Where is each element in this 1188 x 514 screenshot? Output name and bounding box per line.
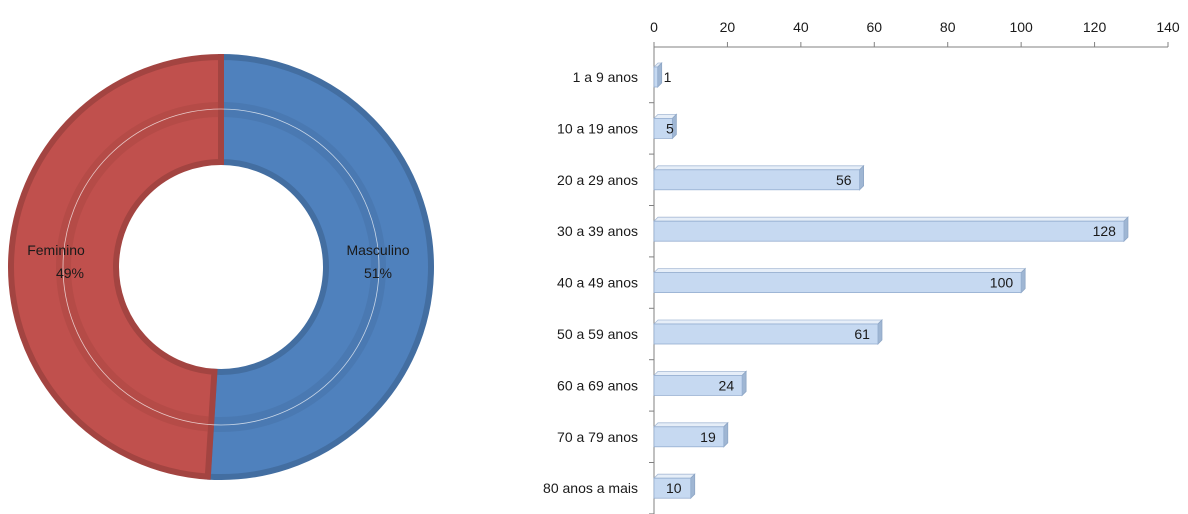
donut-slice-feminino xyxy=(8,53,224,480)
donut-chart: Feminino 49% Masculino 51% xyxy=(8,53,434,480)
bar-value-label: 128 xyxy=(1093,223,1117,239)
donut-percent-masculino: 51% xyxy=(364,265,392,281)
bar xyxy=(653,220,1125,242)
bar xyxy=(653,169,861,191)
category-label: 30 a 39 anos xyxy=(557,223,638,239)
bar-top-face xyxy=(653,165,865,171)
bar-side-face xyxy=(657,62,663,88)
x-tick-label: 140 xyxy=(1156,19,1180,35)
bar xyxy=(653,118,673,139)
category-label: 60 a 69 anos xyxy=(557,377,638,393)
bar-value-label: 5 xyxy=(666,120,674,136)
bar xyxy=(653,323,879,345)
bar-value-label: 10 xyxy=(666,480,682,496)
bar-side-face xyxy=(1020,267,1026,294)
bar-top-face xyxy=(653,268,1027,274)
bar-top-face xyxy=(653,319,883,325)
donut-label-feminino: Feminino xyxy=(27,242,85,258)
x-tick-label: 100 xyxy=(1009,19,1033,35)
category-label: 10 a 19 anos xyxy=(557,120,638,136)
bar-value-label: 1 xyxy=(664,69,672,85)
bar-top-face xyxy=(653,370,748,376)
bar-value-label: 19 xyxy=(700,429,716,445)
bar-value-label: 100 xyxy=(990,275,1014,291)
bar-value-label: 61 xyxy=(854,326,870,342)
donut-slice-masculino xyxy=(204,53,434,480)
x-tick-label: 40 xyxy=(793,19,809,35)
x-tick-label: 120 xyxy=(1083,19,1107,35)
bar xyxy=(653,272,1022,294)
bar xyxy=(653,477,692,499)
x-tick-label: 20 xyxy=(720,19,736,35)
donut-ring-line xyxy=(62,108,380,426)
bar-side-face xyxy=(1123,216,1129,243)
category-label: 20 a 29 anos xyxy=(557,172,638,188)
x-tick-label: 0 xyxy=(650,19,658,35)
donut-label-masculino: Masculino xyxy=(346,242,409,258)
bar-value-label: 56 xyxy=(836,172,852,188)
bar-side-face xyxy=(723,421,729,448)
age-bar-chart: 0 20 40 60 80 100 120 140 1 a 9 anos 10 a 19 ano… xyxy=(543,19,1180,514)
bar-value-label: 24 xyxy=(719,377,735,393)
category-label: 1 a 9 anos xyxy=(573,69,638,85)
bar-side-face xyxy=(741,370,747,397)
x-tick-label: 80 xyxy=(940,19,956,35)
bar-side-face xyxy=(690,473,696,500)
bar-side-face xyxy=(859,164,865,191)
bar-top-face xyxy=(653,473,696,479)
category-label: 40 a 49 anos xyxy=(557,275,638,291)
x-tick-label: 60 xyxy=(866,19,882,35)
category-label: 50 a 59 anos xyxy=(557,326,638,342)
bar xyxy=(653,426,725,448)
bar-top-face xyxy=(653,216,1129,222)
bar-top-face xyxy=(653,422,729,428)
bar xyxy=(653,66,659,88)
bar-side-face xyxy=(877,319,883,345)
bar xyxy=(653,374,743,396)
category-label: 80 anos a mais xyxy=(543,480,638,496)
category-label: 70 a 79 anos xyxy=(557,429,638,445)
donut-percent-feminino: 49% xyxy=(56,265,84,281)
